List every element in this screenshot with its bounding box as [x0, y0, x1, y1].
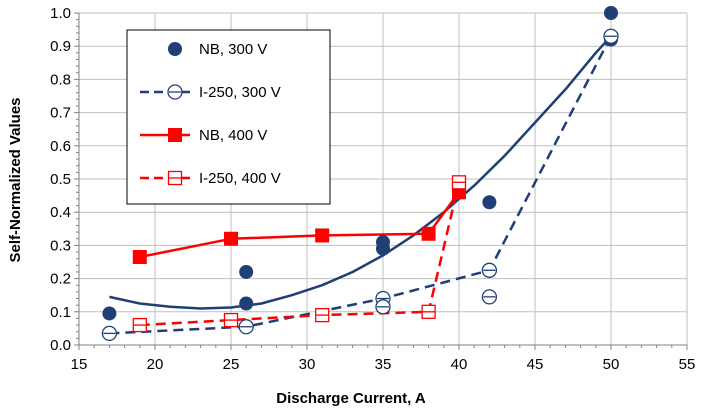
x-tick-label: 25 — [223, 356, 240, 373]
x-tick-label: 20 — [147, 356, 164, 373]
series-3-markers — [132, 175, 467, 333]
data-point — [604, 6, 618, 20]
legend-box — [126, 29, 331, 205]
x-tick-label: 40 — [451, 356, 468, 373]
data-point — [603, 28, 619, 44]
y-tick-label: 0.2 — [50, 271, 71, 288]
axes — [74, 12, 688, 350]
x-tick-label: 15 — [71, 356, 88, 373]
data-point — [101, 325, 118, 342]
x-axis-title: Discharge Current, A — [276, 390, 426, 407]
y-tick-label: 0.9 — [50, 38, 71, 55]
legend-label: NB, 300 V — [199, 41, 267, 58]
data-point — [239, 296, 254, 311]
tick-labels: 15 20 25 30 35 40 45 50 55 0.0 0.1 0.2 0.3 0.4 0.5 0.6 0… — [50, 5, 695, 373]
legend-label: NB, 400 V — [199, 127, 267, 144]
legend-entry: I-250, 300 V — [140, 84, 281, 101]
data-point — [238, 319, 254, 335]
y-tick-label: 1.0 — [50, 5, 71, 22]
trendline-nb-300v — [109, 35, 612, 310]
series-1-markers — [101, 28, 619, 342]
x-tick-label: 55 — [679, 356, 696, 373]
legend: NB, 300 V I-250, 300 V NB, 400 V I-250, 400… — [126, 29, 331, 205]
legend-marker — [167, 84, 183, 100]
y-tick-label: 0.7 — [50, 105, 71, 122]
plot-area — [101, 6, 619, 342]
x-tick-label: 45 — [527, 356, 544, 373]
legend-marker — [167, 170, 183, 186]
legend-marker — [168, 128, 182, 142]
y-tick-label: 0.4 — [50, 204, 71, 221]
data-point — [239, 264, 254, 279]
legend-entry: I-250, 400 V — [140, 170, 281, 187]
data-point — [482, 195, 497, 210]
data-point — [132, 250, 147, 265]
data-point — [315, 228, 330, 243]
data-point — [132, 317, 147, 333]
x-tick-label: 50 — [603, 356, 620, 373]
legend-entry: NB, 400 V — [140, 127, 267, 144]
data-point — [376, 241, 390, 256]
y-tick-label: 0.8 — [50, 71, 71, 88]
data-point — [421, 304, 436, 319]
legend-label: I-250, 400 V — [199, 170, 281, 187]
data-point — [315, 307, 330, 323]
data-point — [481, 262, 498, 278]
legend-marker — [168, 42, 182, 56]
data-point — [102, 306, 117, 321]
data-point — [421, 226, 436, 241]
data-point — [223, 312, 239, 328]
data-point — [481, 289, 498, 305]
series-2-markers — [132, 185, 466, 265]
y-tick-label: 0.3 — [50, 237, 71, 254]
y-tick-label: 0.6 — [50, 138, 71, 155]
y-axis-title: Self-Normalized Values — [7, 97, 24, 262]
data-point — [375, 299, 391, 315]
data-point — [224, 231, 238, 246]
y-tick-label: 0.0 — [50, 337, 71, 354]
y-tick-label: 0.5 — [50, 171, 71, 188]
legend-entry: NB, 300 V — [168, 41, 267, 58]
data-point — [451, 175, 467, 190]
y-tick-label: 0.1 — [50, 304, 71, 321]
x-tick-label: 35 — [375, 356, 392, 373]
x-tick-label: 30 — [299, 356, 316, 373]
legend-label: I-250, 300 V — [199, 84, 281, 101]
